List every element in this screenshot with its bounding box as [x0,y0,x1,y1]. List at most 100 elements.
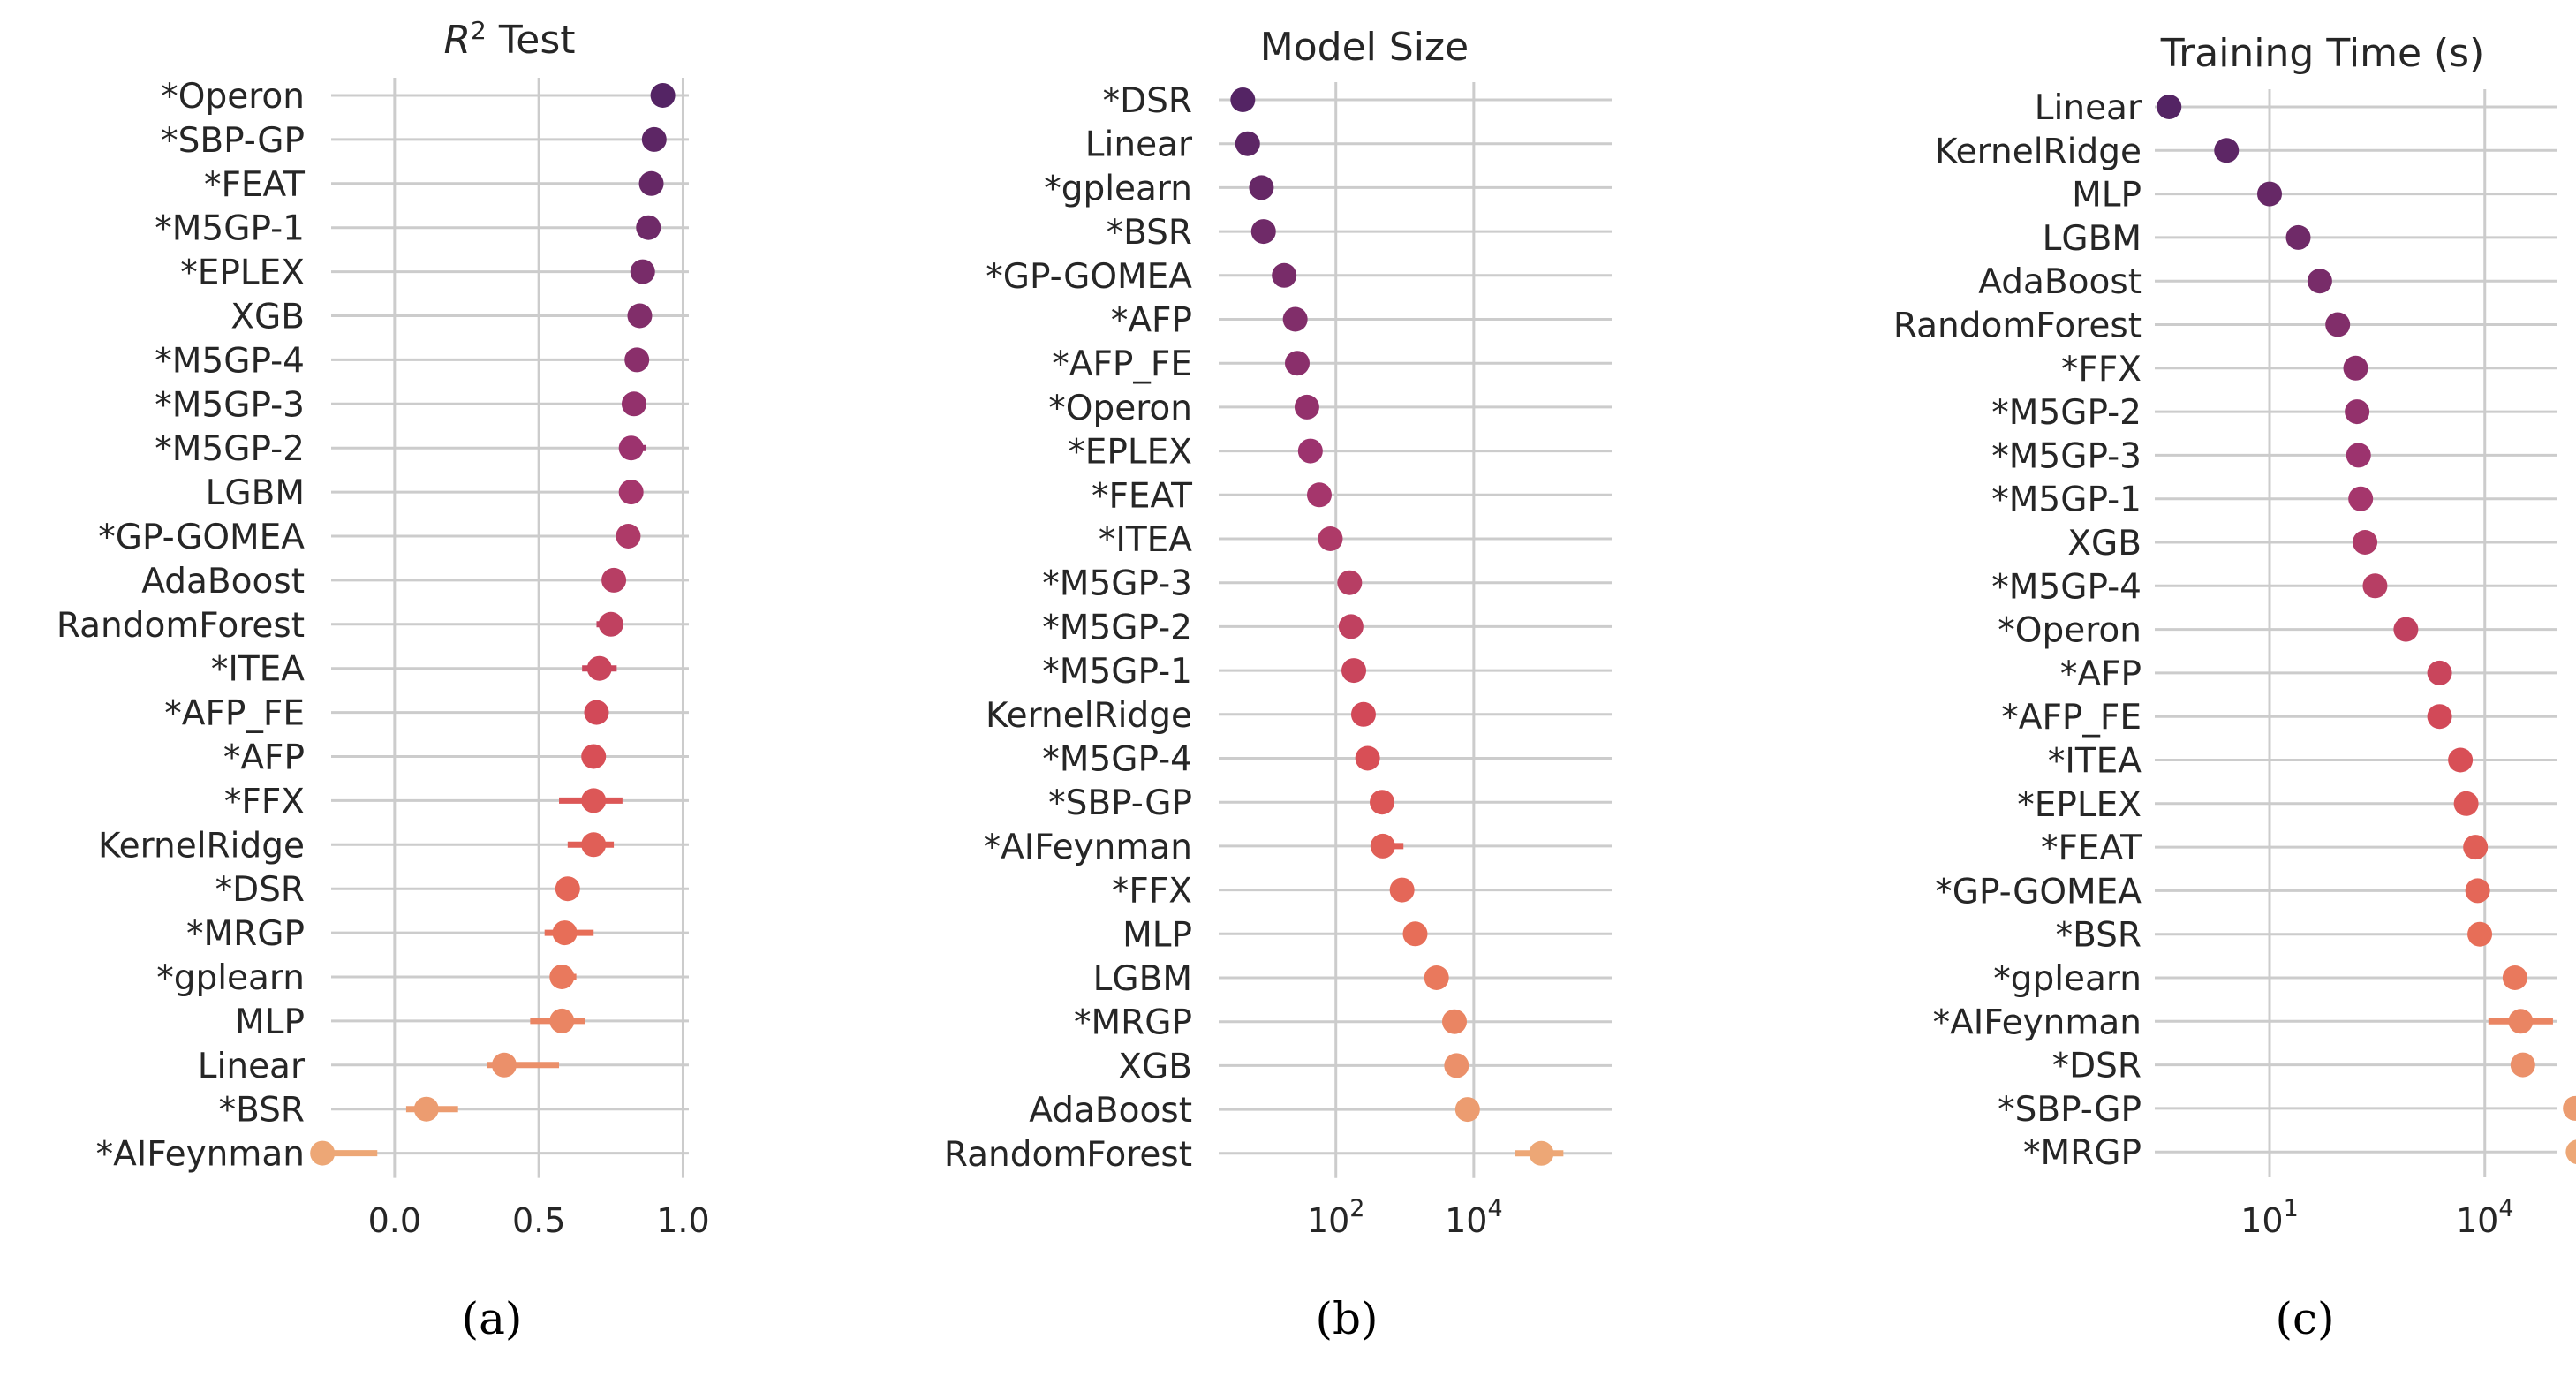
data-point [1250,219,1276,245]
category-label: *GP-GOMEA [98,518,305,557]
data-point [1306,482,1332,508]
data-point [1355,745,1380,771]
data-point [1294,394,1319,420]
category-label: RandomForest [57,606,305,646]
data-point [2157,95,2182,119]
category-label: XGB [2067,524,2142,564]
panel-label: (a) [462,1293,523,1344]
data-point [552,920,578,946]
category-label: *FFX [2061,350,2142,390]
data-point [555,876,580,902]
x-tick-label: 104 [1445,1195,1503,1240]
data-point [650,83,676,108]
category-label: *AFP_FE [164,694,305,734]
data-point [2393,617,2419,642]
category-label: *gplearn [1993,959,2142,999]
category-label: *Operon [1048,389,1192,428]
category-label: KernelRidge [1935,132,2142,171]
category-label: *M5GP-1 [1991,480,2142,520]
category-label: *EPLEX [2017,785,2142,825]
data-point [584,700,609,725]
category-label: *MRGP [186,914,305,954]
data-point [491,1052,517,1078]
category-label: Linear [198,1047,306,1086]
data-point [1318,526,1343,551]
data-point [2502,965,2527,990]
category-label: MLP [2072,176,2142,216]
x-tick-label: 101 [2240,1195,2299,1240]
data-point [2285,224,2311,250]
category-label: XGB [230,298,305,337]
category-label: *DSR [2052,1047,2142,1086]
category-label: Linear [2035,88,2142,128]
data-point [1272,262,1297,288]
category-label: *AFP_FE [2001,698,2142,738]
data-point [2257,181,2282,207]
data-point [1341,658,1367,684]
category-label: *Operon [1998,611,2142,651]
x-tick-label: 1.0 [656,1201,709,1240]
data-point [627,303,653,329]
data-point [1442,1009,1467,1034]
category-label: *M5GP-3 [155,385,305,425]
category-label: *M5GP-1 [1042,652,1192,692]
x-tick-label: 102 [1307,1195,1365,1240]
category-label: *M5GP-3 [1991,436,2142,476]
category-label: KernelRidge [98,826,305,866]
data-point [1529,1140,1554,1166]
data-point [618,480,644,505]
data-point [1370,833,1395,859]
data-point [549,965,575,989]
data-point [413,1096,439,1122]
data-point [549,1008,575,1033]
data-point [2362,573,2388,599]
data-point [616,524,641,549]
category-label: *GP-GOMEA [1935,872,2142,912]
data-point [2345,399,2370,425]
panel-label: (b) [1315,1293,1378,1344]
data-point [581,832,607,858]
category-label: *FFX [1112,872,1192,912]
category-label: *AIFeynman [984,828,1192,867]
data-point [1402,921,1428,947]
data-point [2348,486,2374,511]
category-label: *ITEA [1099,520,1192,560]
data-point [581,788,607,813]
category-label: LGBM [206,473,305,513]
category-label: *SBP-GP [1048,783,1192,823]
data-point [1337,570,1363,595]
category-label: *gplearn [156,958,305,998]
data-point [2325,312,2351,337]
data-point [2565,1139,2576,1164]
category-label: LGBM [1093,959,1192,999]
category-label: Linear [1085,125,1193,165]
data-point [2467,921,2493,947]
category-label: *BSR [2056,916,2142,956]
chart-panel-1: R2 Test *Operon*SBP-GP*FEAT*M5GP-1*EPLEX X… [57,16,710,1344]
data-point [2510,1052,2535,1078]
data-point [2453,791,2479,816]
data-point [1230,87,1256,112]
data-point [1297,438,1323,464]
data-point [1454,1097,1480,1123]
category-label: *FEAT [204,165,305,205]
data-point [2307,269,2332,294]
category-label: *AFP [1111,301,1192,341]
data-point [1282,306,1308,332]
data-point [310,1140,336,1166]
category-label: *EPLEX [180,253,305,293]
data-point [2463,835,2489,860]
data-point [2214,138,2240,163]
category-label: *BSR [1107,213,1192,253]
category-label: *M5GP-4 [1991,567,2142,607]
category-label: AdaBoost [141,562,305,601]
panel-label: (c) [2275,1293,2334,1344]
category-label: *MRGP [2023,1133,2142,1173]
category-label: *M5GP-1 [155,209,305,249]
chart-title: Model Size [1260,25,1469,70]
category-label: *M5GP-2 [155,429,305,469]
data-point [624,347,650,373]
category-label: *DSR [215,870,305,910]
